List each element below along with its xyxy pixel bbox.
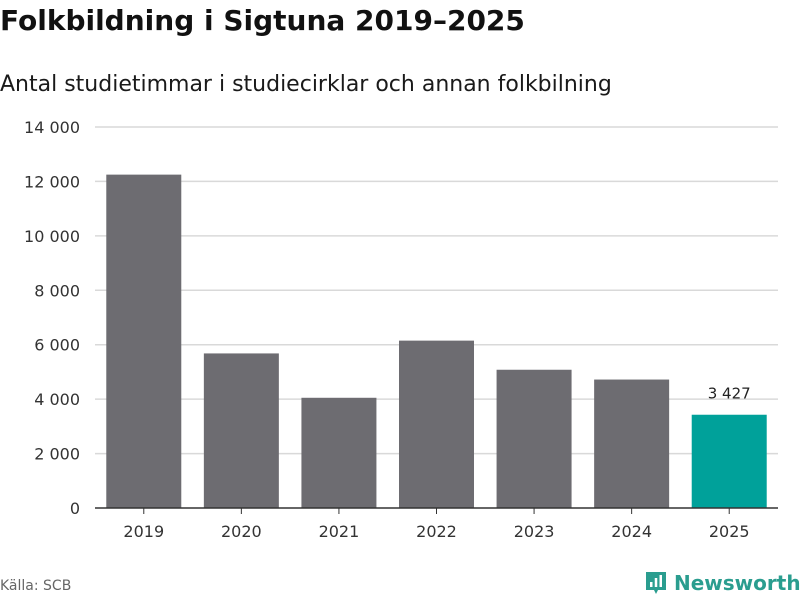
bar-highlight: [691, 414, 767, 508]
bar: [106, 174, 182, 508]
y-tick-label: 10 000: [24, 227, 80, 246]
brand-logo: Newsworthy: [644, 570, 800, 596]
chart-subtitle: Antal studietimmar i studiecirklar och a…: [0, 72, 612, 97]
x-tick-label: 2023: [514, 522, 555, 541]
x-tick-label: 2025: [709, 522, 750, 541]
data-label: 3 427: [708, 385, 751, 403]
x-tick-label: 2019: [123, 522, 164, 541]
bar: [496, 369, 572, 508]
bar: [594, 379, 670, 508]
bar-chart: 0 2 000 4 000 6 000 8 000 10 000 12 000 14 000 2…: [24, 118, 778, 541]
x-tick-label: 2022: [416, 522, 457, 541]
bar: [399, 340, 474, 508]
source-note: Källa: SCB: [0, 578, 72, 594]
chart-title: Folkbildning i Sigtuna 2019–2025: [0, 4, 525, 37]
bar: [203, 353, 279, 508]
bar: [301, 397, 377, 508]
y-tick-label: 2 000: [34, 445, 80, 464]
y-tick-label: 14 000: [24, 118, 80, 137]
brand-name: Newsworthy: [674, 571, 800, 595]
x-tick-label: 2024: [611, 522, 652, 541]
newsworthy-logo-icon: [646, 572, 666, 594]
x-tick-label: 2020: [221, 522, 262, 541]
y-tick-label: 0: [70, 499, 80, 518]
y-tick-label: 12 000: [24, 172, 80, 191]
y-tick-label: 4 000: [34, 390, 80, 409]
y-tick-label: 6 000: [34, 336, 80, 355]
y-tick-label: 8 000: [34, 281, 80, 300]
x-tick-label: 2021: [319, 522, 360, 541]
